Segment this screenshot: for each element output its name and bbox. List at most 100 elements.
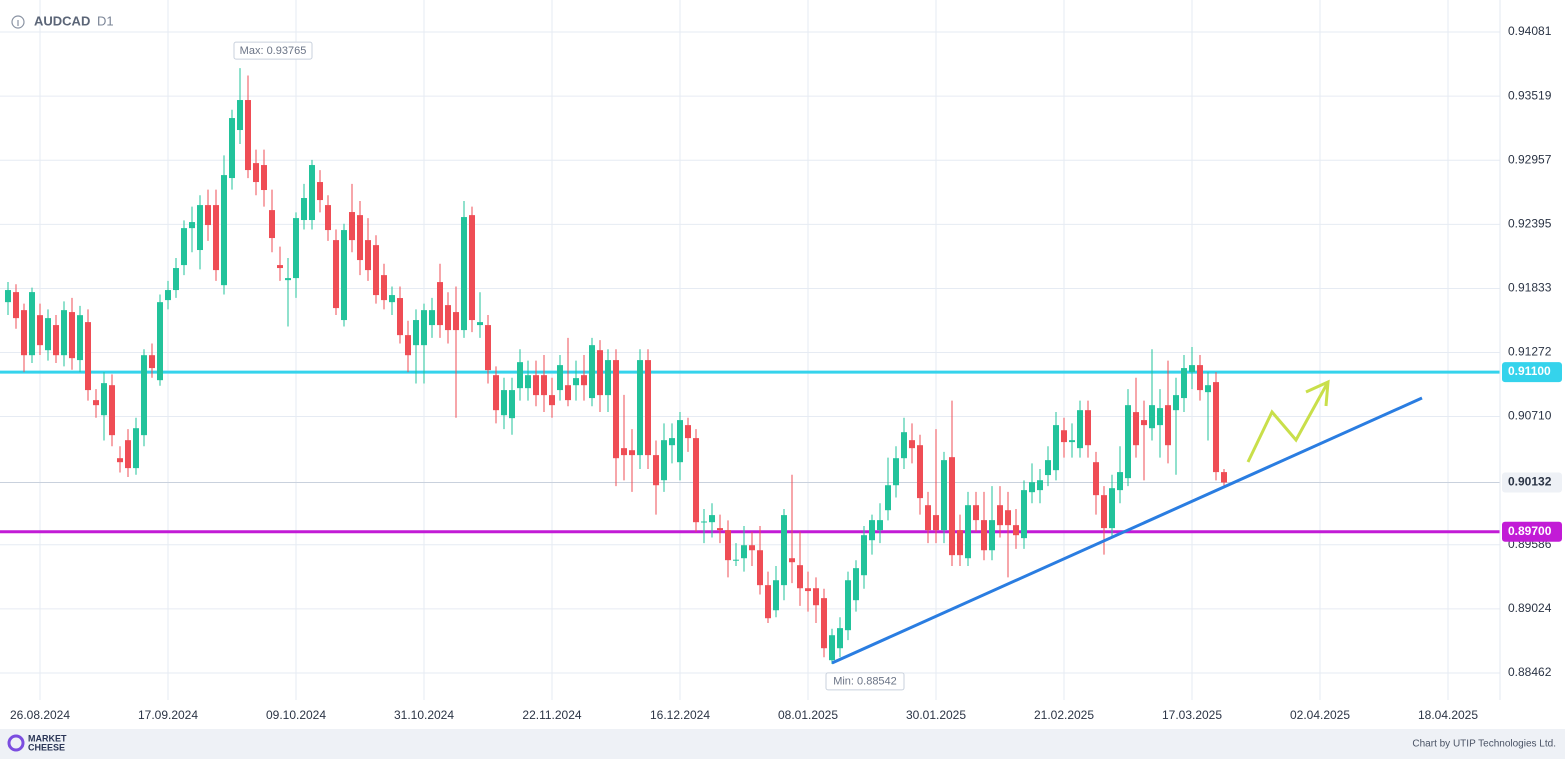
candle-body (1053, 425, 1059, 471)
candle-body (149, 355, 155, 369)
x-tick-label: 16.12.2024 (650, 708, 710, 722)
candle-body (1013, 525, 1019, 536)
candle-body (189, 222, 195, 229)
candle-body (373, 245, 379, 296)
price-label: 0.91100 (1508, 364, 1551, 378)
candle-body (1141, 420, 1147, 426)
candle-body (573, 378, 579, 386)
candle-body (45, 318, 51, 351)
candle-body (109, 385, 115, 436)
candle-body (309, 165, 315, 221)
candle-body (1077, 410, 1083, 449)
candle-body (37, 315, 43, 346)
candle-body (1005, 510, 1011, 526)
x-tick-label: 22.11.2024 (522, 708, 581, 722)
candle-body (549, 395, 555, 406)
candle-body (1213, 382, 1219, 473)
candle-body (597, 350, 603, 396)
candle-body (1197, 365, 1203, 391)
candle-body (1165, 405, 1171, 446)
candle-body (213, 205, 219, 271)
symbol: AUDCAD (34, 13, 90, 28)
y-tick-label: 0.91833 (1508, 281, 1552, 295)
candle-body (981, 520, 987, 551)
candle-body (1125, 405, 1131, 479)
info-icon[interactable] (11, 15, 25, 29)
x-tick-label: 18.04.2025 (1418, 708, 1478, 722)
footer-band (0, 729, 1565, 759)
candle-body (709, 515, 715, 523)
candle-body (229, 118, 235, 179)
candle-body (485, 325, 491, 371)
candle-body (429, 310, 435, 326)
price-lines (0, 370, 1500, 534)
price-label-box (1502, 521, 1562, 542)
candle-body (589, 345, 595, 399)
candle-body (581, 375, 587, 386)
candle-body (1069, 440, 1075, 443)
candle-body (813, 588, 819, 606)
trend-line (831, 396, 1423, 665)
candle-body (725, 530, 731, 561)
logo-line: CHEESE (28, 742, 65, 752)
candle-body (917, 445, 923, 499)
candle-body (205, 205, 211, 226)
candle-body (1157, 408, 1163, 426)
candle-body (117, 458, 123, 463)
candle-body (605, 360, 611, 396)
candle-body (53, 325, 59, 356)
candle-body (301, 198, 307, 221)
candle-body (85, 322, 91, 391)
y-tick-label: 0.92957 (1508, 152, 1552, 166)
candle-body (77, 315, 83, 361)
candle-body (333, 240, 339, 309)
candle-body (493, 375, 499, 411)
candle-body (861, 535, 867, 576)
candle-body (925, 505, 931, 531)
candle-body (1021, 490, 1027, 539)
candle-body (101, 383, 107, 416)
candle-body (773, 580, 779, 611)
candle-body (253, 163, 259, 183)
candle-body (181, 228, 187, 266)
candle-body (1109, 488, 1115, 529)
candle-body (837, 628, 843, 649)
x-tick-label: 17.03.2025 (1162, 708, 1222, 722)
candle-body (645, 360, 651, 456)
y-tick-label: 0.90710 (1508, 409, 1552, 423)
candle-body (157, 302, 163, 381)
candle-body (717, 528, 723, 531)
candle-body (677, 420, 683, 463)
candle-body (653, 455, 659, 486)
annotation-box (825, 672, 905, 691)
candle-body (277, 265, 283, 269)
candle-body (1029, 482, 1035, 493)
candle-body (757, 550, 763, 586)
candle-body (885, 485, 891, 511)
candle-body (501, 390, 507, 416)
candle-body (141, 355, 147, 436)
x-tick-label: 09.10.2024 (266, 708, 326, 722)
candle-body (1085, 410, 1091, 446)
candle-body (437, 282, 443, 326)
candle-body (565, 385, 571, 401)
x-tick-label: 31.10.2024 (394, 708, 454, 722)
candle-body (909, 440, 915, 449)
x-tick-label: 30.01.2025 (906, 708, 966, 722)
candle-body (661, 440, 667, 481)
candle-body (1173, 395, 1179, 411)
candle-body (853, 568, 859, 601)
candle-body (613, 360, 619, 459)
candle-body (541, 375, 547, 396)
candle-body (877, 520, 883, 531)
candle-body (693, 438, 699, 523)
candle-body (477, 322, 483, 326)
candle-body (1221, 472, 1227, 483)
candle-body (221, 175, 227, 286)
projection-arrow (1246, 381, 1330, 463)
candle-body (805, 588, 811, 592)
x-tick-label: 17.09.2024 (138, 708, 198, 722)
